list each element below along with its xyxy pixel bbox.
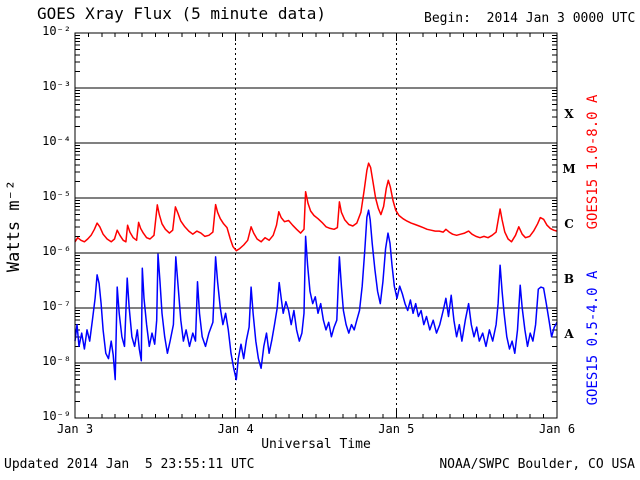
series-label-long-wavelength: GOES15 1.0-8.0 A xyxy=(585,94,601,230)
y-axis-title: Watts m⁻² xyxy=(4,179,24,273)
page-title: GOES Xray Flux (5 minute data) xyxy=(37,4,326,23)
long-wavelength-flux-line xyxy=(74,162,558,252)
x-tick-label: Jan 5 xyxy=(378,422,415,436)
y-tick-label: 10⁻⁵ xyxy=(42,189,71,203)
x-tick-label: Jan 3 xyxy=(56,422,94,436)
flare-class-label-x: X xyxy=(564,106,574,121)
plot-frame xyxy=(74,32,558,419)
x-tick-label: Jan 4 xyxy=(217,422,254,436)
x-tick-label: Jan 6 xyxy=(538,422,576,436)
y-tick-label: 10⁻² xyxy=(42,24,71,38)
flare-class-label-b: B xyxy=(563,271,575,286)
source-attribution: NOAA/SWPC Boulder, CO USA xyxy=(439,457,635,472)
flare-class-label-a: A xyxy=(564,326,574,341)
y-tick-label: 10⁻⁶ xyxy=(42,244,71,258)
flare-class-label-m: M xyxy=(562,161,576,176)
y-tick-label: 10⁻⁴ xyxy=(42,134,71,148)
series-label-short-wavelength: GOES15 0.5-4.0 A xyxy=(585,270,601,406)
flare-class-label-c: C xyxy=(564,216,574,231)
y-tick-label: 10⁻⁷ xyxy=(42,299,71,313)
updated-timestamp: Updated 2014 Jan 5 23:55:11 UTC xyxy=(4,457,255,472)
y-tick-label: 10⁻³ xyxy=(42,79,71,93)
x-axis-title: Universal Time xyxy=(261,437,371,452)
short-wavelength-flux-line xyxy=(74,209,558,381)
begin-time-label: Begin: 2014 Jan 3 0000 UTC xyxy=(424,11,636,26)
y-tick-label: 10⁻⁸ xyxy=(42,354,71,368)
y-tick-label: 10⁻⁹ xyxy=(42,409,71,423)
